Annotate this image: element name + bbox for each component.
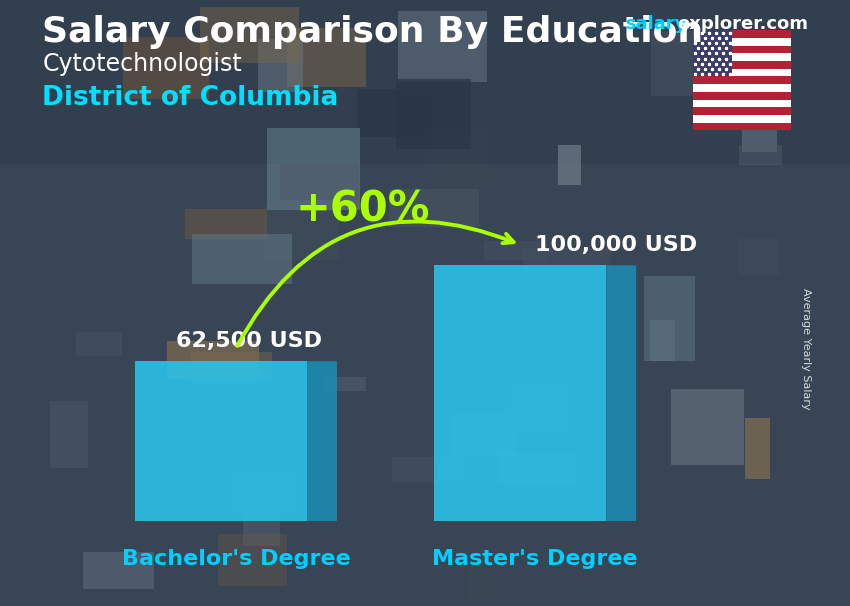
Bar — [523, 247, 610, 273]
Polygon shape — [135, 361, 307, 521]
Bar — [267, 128, 360, 210]
Polygon shape — [606, 265, 636, 521]
Bar — [76, 332, 122, 356]
Bar — [280, 164, 359, 200]
Bar — [233, 466, 296, 516]
Bar — [191, 234, 292, 284]
Text: Average Yearly Salary: Average Yearly Salary — [801, 288, 811, 409]
Bar — [693, 30, 791, 38]
Bar — [452, 414, 517, 456]
Bar — [0, 164, 850, 606]
Text: +60%: +60% — [296, 188, 430, 230]
Bar — [693, 122, 791, 130]
Bar — [218, 534, 286, 586]
Bar — [693, 84, 791, 92]
Bar — [693, 76, 791, 84]
Bar — [392, 456, 463, 482]
Text: Master's Degree: Master's Degree — [433, 549, 638, 569]
Bar — [324, 378, 366, 391]
Bar — [650, 319, 676, 361]
Bar — [558, 145, 581, 185]
Bar — [243, 500, 280, 546]
Bar — [286, 28, 366, 87]
Bar — [484, 241, 547, 261]
Bar — [693, 68, 791, 76]
Bar — [693, 61, 791, 68]
Bar — [258, 39, 303, 92]
Bar — [693, 92, 791, 99]
Text: 62,500 USD: 62,500 USD — [176, 331, 322, 351]
Text: salary: salary — [625, 15, 686, 33]
Text: 100,000 USD: 100,000 USD — [536, 235, 697, 255]
Bar — [745, 418, 769, 479]
Bar — [693, 38, 791, 45]
Bar — [200, 7, 298, 62]
Bar — [0, 0, 850, 164]
Bar — [185, 208, 267, 239]
Bar — [388, 188, 479, 227]
Bar — [693, 107, 791, 115]
Bar — [739, 239, 779, 275]
Bar — [644, 276, 695, 361]
Bar — [468, 548, 487, 602]
Text: District of Columbia: District of Columbia — [42, 85, 339, 111]
Bar — [719, 39, 761, 75]
Bar — [739, 145, 782, 165]
Bar — [651, 31, 734, 96]
Bar — [693, 30, 732, 76]
Bar — [396, 79, 471, 149]
Bar — [357, 89, 432, 137]
Bar — [429, 132, 489, 185]
Bar — [167, 341, 259, 379]
Text: Cytotechnologist: Cytotechnologist — [42, 52, 242, 76]
Bar — [693, 99, 791, 107]
Bar — [399, 11, 487, 82]
Text: Bachelor's Degree: Bachelor's Degree — [122, 549, 350, 569]
Bar — [123, 37, 209, 99]
Bar — [507, 381, 568, 436]
Polygon shape — [434, 265, 606, 521]
Polygon shape — [307, 361, 337, 521]
Bar — [82, 552, 154, 589]
Text: explorer.com: explorer.com — [677, 15, 808, 33]
Bar — [672, 389, 745, 465]
Bar — [264, 206, 339, 260]
Bar — [693, 115, 791, 122]
Text: Salary Comparison By Education: Salary Comparison By Education — [42, 15, 704, 49]
Bar — [190, 352, 272, 382]
Bar — [49, 401, 88, 467]
Bar — [693, 53, 791, 61]
Bar — [742, 125, 777, 152]
Bar — [499, 453, 576, 484]
Bar — [693, 45, 791, 53]
